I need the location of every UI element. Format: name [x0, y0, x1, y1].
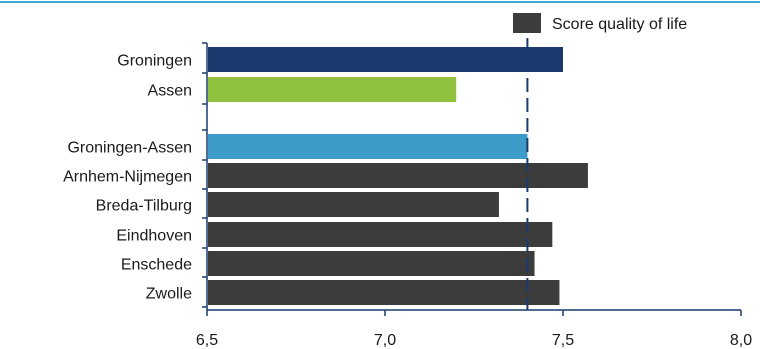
x-axis: 6,5 7,0 7,5 8,0 — [196, 42, 752, 349]
category-label: Eindhoven — [116, 228, 192, 245]
bar-groningen-assen — [208, 134, 528, 159]
category-label: Groningen-Assen — [67, 140, 192, 157]
bar-assen — [208, 77, 457, 102]
category-label: Arnhem-Nijmegen — [63, 169, 192, 186]
legend-swatch — [513, 13, 541, 33]
bar-eindhoven — [208, 222, 553, 247]
legend-label: Score quality of life — [552, 16, 687, 33]
category-label: Enschede — [121, 257, 192, 274]
legend: Score quality of life — [513, 13, 687, 33]
x-tick-label: 6,5 — [196, 332, 218, 349]
bar-enschede — [208, 251, 535, 276]
category-label: Groningen — [117, 53, 192, 70]
bar-groningen — [208, 47, 563, 72]
x-tick-label: 7,0 — [374, 332, 396, 349]
category-label: Zwolle — [146, 286, 192, 303]
bar-breda-tilburg — [208, 192, 499, 217]
bar-zwolle — [208, 280, 560, 305]
x-tick-label: 8,0 — [730, 332, 752, 349]
category-label: Assen — [148, 83, 192, 100]
category-label: Breda-Tilburg — [96, 198, 192, 215]
x-tick-label: 7,5 — [552, 332, 574, 349]
bar-arnhem-nijmegen — [208, 163, 588, 188]
